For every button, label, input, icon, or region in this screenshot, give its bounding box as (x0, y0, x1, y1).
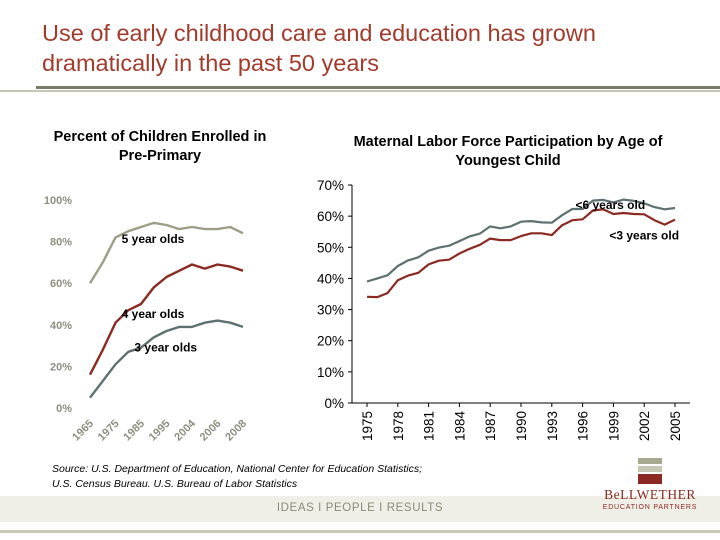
slide-title: Use of early childhood care and educatio… (42, 20, 596, 76)
x-tick-label: 2008 (223, 418, 249, 444)
x-tick-label: 2002 (637, 411, 652, 441)
right-chart-title: Maternal Labor Force Participation by Ag… (353, 134, 663, 169)
series-label: <3 years old (609, 228, 679, 242)
series-line (366, 198, 676, 283)
y-tick-label: 70% (317, 178, 344, 193)
series-line-4-year-olds (88, 263, 244, 376)
y-tick-label: 100% (44, 195, 72, 207)
y-tick-label: 50% (317, 240, 344, 255)
y-tick-label: 40% (317, 271, 344, 286)
maternal-labor-chart: 0% 10% 20% 30% 40% 50% 60% 70% 1975 1978 1981 1984 1… (317, 178, 690, 442)
enrollment-chart: 0%20%40%60%80%100%1965 1975 1985 1995 2004 20… (44, 195, 249, 444)
x-tick-label: 1996 (576, 411, 591, 441)
bellwether-logo: BeLLWETHER EDUCATION PARTNERS (588, 458, 712, 518)
logo-name: BeLLWETHER (604, 487, 696, 502)
y-tick-label: 60% (50, 278, 72, 290)
x-tick-label: 1978 (391, 411, 406, 441)
x-tick-label: 2006 (198, 418, 224, 444)
series-line (366, 208, 676, 299)
x-tick-label: 1981 (422, 411, 437, 441)
footer-bar (0, 496, 720, 522)
x-tick-label: 1985 (121, 418, 147, 444)
title-divider (36, 86, 720, 89)
y-tick-label: 20% (50, 361, 72, 373)
footer-rule (0, 530, 720, 533)
y-tick-label: 80% (50, 237, 72, 249)
x-tick-label: 1965 (70, 418, 96, 444)
y-tick-label: 20% (317, 334, 344, 349)
y-tick-label: 40% (50, 320, 72, 332)
source-line-1: Source: U.S. Department of Education, Na… (52, 463, 423, 475)
series-label: 5 year olds (122, 232, 185, 246)
y-tick-label: 0% (324, 396, 344, 411)
x-tick-label: 2004 (172, 417, 198, 443)
left-chart-title: Percent of Children Enrolled in Pre-Prim… (53, 129, 267, 164)
series-label: <6 years old (575, 198, 645, 212)
x-tick-label: 1984 (452, 411, 467, 442)
x-tick-label: 1975 (96, 418, 122, 444)
x-tick-label: 1999 (606, 411, 621, 441)
x-tick-label: 1995 (147, 418, 173, 444)
series-label: 4 year olds (122, 307, 185, 321)
series-label: 3 year olds (134, 340, 197, 354)
y-tick-label: 30% (317, 303, 344, 318)
x-tick-label: 1987 (483, 411, 498, 441)
series-line-5-year-olds (88, 221, 244, 284)
x-tick-label: 1990 (514, 411, 529, 441)
y-tick-label: 0% (56, 403, 72, 415)
x-tick-label: 2005 (668, 411, 683, 441)
logo-mark-icon (638, 458, 662, 484)
source-line-2: U.S. Census Bureau. U.S. Bureau of Labor… (52, 478, 298, 490)
series-line-3-year-olds (89, 319, 244, 399)
title-divider-light (0, 90, 720, 92)
logo-subtitle: EDUCATION PARTNERS (602, 504, 698, 511)
footer-tagline: IDEAS I PEOPLE I RESULTS (276, 502, 444, 514)
y-tick-label: 60% (317, 209, 344, 224)
x-tick-label: 1975 (360, 411, 375, 441)
x-tick-label: 1993 (545, 411, 560, 441)
source-note: Source: U.S. Department of Education, Na… (52, 462, 512, 492)
y-tick-label: 10% (317, 365, 344, 380)
